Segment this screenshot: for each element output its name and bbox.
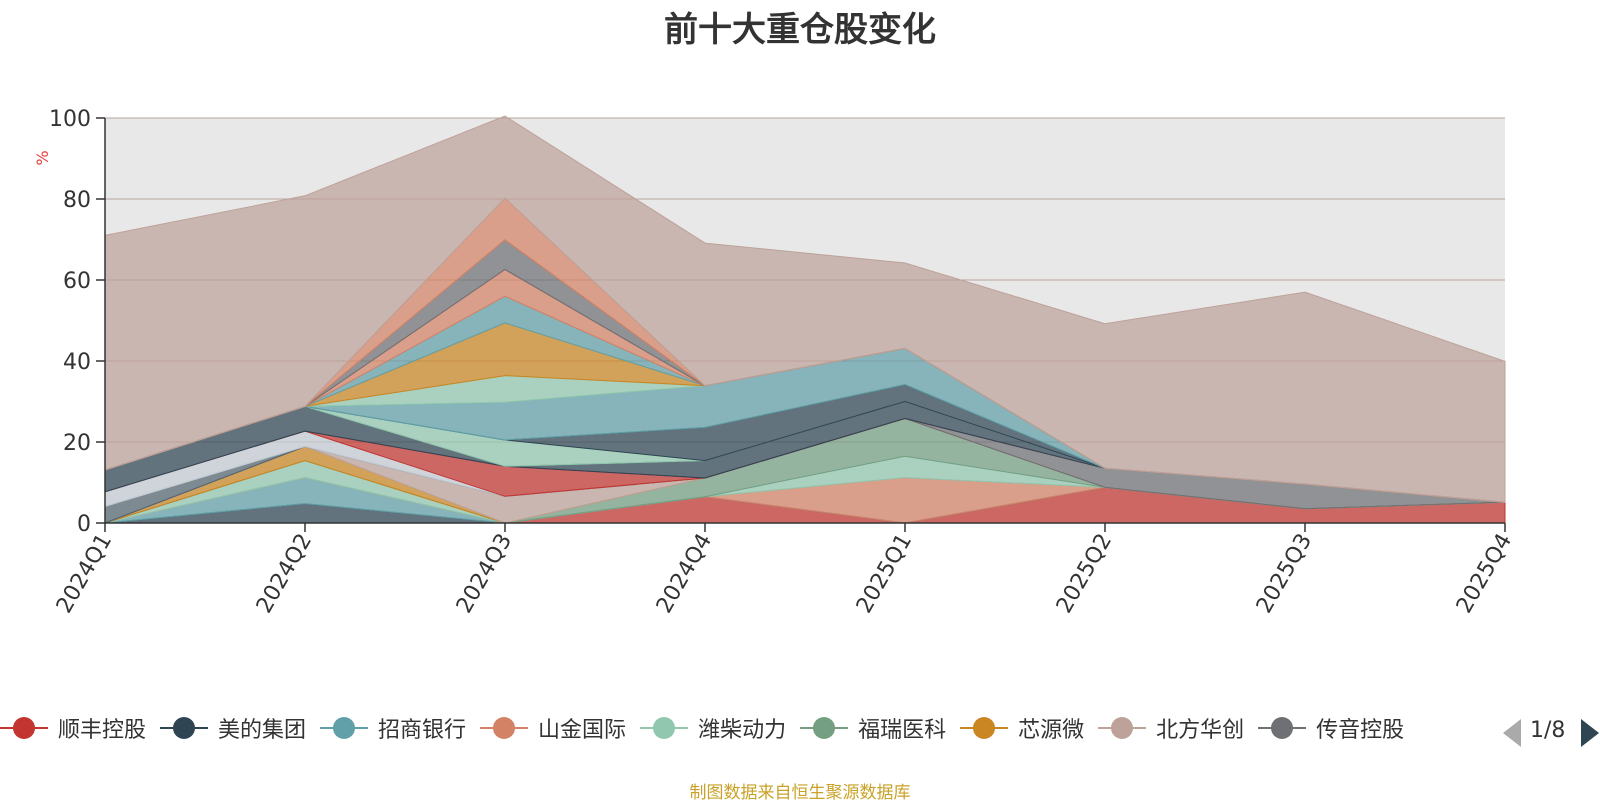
legend-next-page-icon[interactable] <box>1581 719 1599 747</box>
chart-title: 前十大重仓股变化 <box>664 10 936 50</box>
y-tick-label: 80 <box>63 188 91 213</box>
legend-marker-icon <box>1258 716 1307 740</box>
legend-label: 芯源微 <box>1018 718 1085 743</box>
x-tick-label: 2024Q1 <box>52 530 117 618</box>
y-tick-label: 0 <box>77 512 91 537</box>
x-axis-ticks: 2024Q1 2024Q2 2024Q3 2024Q4 2025Q1 2025Q2 2025… <box>52 523 1517 618</box>
legend-item[interactable]: 传音控股 <box>1258 712 1404 744</box>
x-tick-label: 2024Q4 <box>652 530 717 618</box>
y-tick-label: 40 <box>63 350 91 375</box>
legend-label: 福瑞医科 <box>858 718 947 743</box>
x-tick-label: 2024Q2 <box>252 530 317 618</box>
legend-marker-icon <box>320 716 369 740</box>
legend-marker-icon <box>640 716 689 740</box>
y-axis-unit-label: % <box>33 150 52 165</box>
x-tick-label: 2025Q2 <box>1052 530 1117 618</box>
legend-item[interactable]: 美的集团 <box>160 712 306 744</box>
legend-marker-icon <box>160 716 209 740</box>
legend-page-indicator: 1/8 <box>1530 718 1566 743</box>
legend-item[interactable]: 北方华创 <box>1098 712 1244 744</box>
legend-label: 山金国际 <box>538 718 627 743</box>
legend-label: 北方华创 <box>1156 718 1245 743</box>
legend-marker-icon <box>480 716 529 740</box>
legend-marker-icon <box>800 716 849 740</box>
x-tick-label: 2024Q3 <box>452 530 517 618</box>
legend-item[interactable]: 芯源微 <box>960 712 1084 744</box>
legend-label: 顺丰控股 <box>58 718 147 743</box>
legend-label: 美的集团 <box>218 718 307 743</box>
y-axis-ticks: 0 20 40 60 80 100 <box>49 107 105 537</box>
legend-item[interactable]: 潍柴动力 <box>640 712 786 744</box>
area-series-25[interactable] <box>104 115 1506 503</box>
legend-label: 招商银行 <box>378 718 467 743</box>
legend-label: 传音控股 <box>1316 718 1405 743</box>
legend-marker-icon <box>1098 716 1147 740</box>
source-note: 制图数据来自恒生聚源数据库 <box>689 783 911 803</box>
legend-item[interactable]: 顺丰控股 <box>0 712 146 744</box>
legend-label: 潍柴动力 <box>698 718 787 743</box>
legend-pager: 1/8 <box>1500 716 1600 750</box>
legend-prev-page-icon[interactable] <box>1503 719 1521 747</box>
y-tick-label: 20 <box>63 431 91 456</box>
y-tick-label: 100 <box>49 107 91 132</box>
legend-marker-icon <box>0 716 48 740</box>
legend-item[interactable]: 山金国际 <box>480 712 626 744</box>
legend-item[interactable]: 福瑞医科 <box>800 712 946 744</box>
legend: 顺丰控股 美的集团 招商银行 山金国际 潍柴动力 福瑞医科 芯源微 北方华创 传音控股 <box>0 712 1485 752</box>
y-tick-label: 60 <box>63 269 91 294</box>
legend-marker-icon <box>960 716 1009 740</box>
x-tick-label: 2025Q4 <box>1452 530 1517 618</box>
x-tick-label: 2025Q3 <box>1252 530 1317 618</box>
legend-item[interactable]: 招商银行 <box>320 712 466 744</box>
x-tick-label: 2025Q1 <box>852 530 917 618</box>
axes <box>104 118 1505 524</box>
